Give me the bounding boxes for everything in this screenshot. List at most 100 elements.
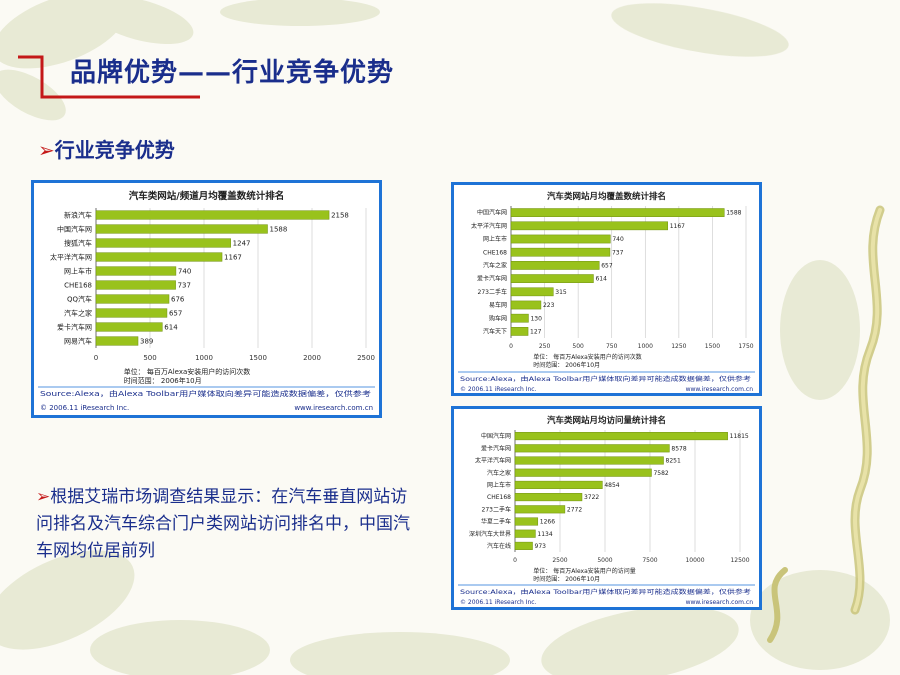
category-label: 深圳汽车大世界 [469,530,511,538]
category-label: 网上车市 [487,481,511,489]
data-label: 657 [601,263,613,270]
category-label: 汽车在线 [487,542,511,550]
bar [95,322,163,332]
bar [510,287,554,297]
category-label: 华夏二手车 [481,518,511,526]
data-label: 11815 [730,433,749,440]
x-tick-label: 0 [513,557,517,564]
conclusion-text: ➢根据艾瑞市场调查结果显示：在汽车垂直网站访问排名及汽车综合门户类网站访问排名中… [36,484,416,565]
data-label: 614 [164,323,178,331]
bullet-arrow-icon: ➢ [36,487,51,507]
category-label: 中国汽车网 [481,432,511,440]
bar [514,493,583,502]
bullet-arrow-icon: ➢ [38,138,55,162]
bar [510,221,668,231]
category-label: 太平洋汽车网 [471,222,507,230]
bar [510,208,725,217]
data-label: 223 [543,302,555,309]
bar [510,327,529,336]
category-label: QQ汽车 [67,294,92,303]
x-tick-label: 500 [572,343,584,350]
category-label: 易车网 [489,301,507,309]
bar [514,456,664,465]
bar [510,247,611,257]
website: www.iresearch.com.cn [686,386,754,393]
category-label: 网上车市 [64,266,92,275]
data-label: 130 [530,315,542,322]
data-label: 127 [530,329,542,336]
bar [514,505,566,514]
category-label: 网易汽车 [64,336,92,345]
bar [95,336,139,346]
data-label: 2772 [567,506,582,513]
chart-panel-visits-sites: 汽车类网站月均访问量统计排名 0 2500 5000 7500 10000 12500 中国汽… [451,406,762,610]
x-tick-label: 5000 [597,557,612,564]
chart-title: 汽车类网站/频道月均覆盖数统计排名 [129,190,284,202]
category-label: 中国汽车网 [477,209,507,217]
chart-svg: 汽车类网站月均访问量统计排名 0 2500 5000 7500 10000 12500 中国汽… [458,415,755,606]
data-label: 1167 [670,223,685,230]
data-label: 740 [612,236,624,243]
category-label: CHE168 [483,249,507,256]
source-note: Source:Alexa，由Alexa Toolbar用户媒体取向差异可能造成数… [460,375,751,383]
bar [95,308,168,318]
data-label: 4854 [604,482,619,489]
data-label: 740 [178,267,191,275]
data-label: 1588 [270,225,288,233]
data-label: 614 [595,276,607,283]
source-note: Source:Alexa，由Alexa Toolbar用户媒体取向差异可能造成数… [460,588,751,596]
data-label: 737 [178,281,191,289]
category-label: 爱卡汽车网 [481,444,511,452]
chart-svg: 汽车类网站/频道月均覆盖数统计排名 0 500 1000 1500 2000 2500 新浪汽… [38,190,375,412]
data-label: 8578 [671,445,686,452]
section-subheading: ➢行业竞争优势 [38,134,175,163]
bar [514,432,728,441]
x-tick-label: 2500 [552,557,567,564]
category-label: 新浪汽车 [64,210,92,219]
unit-note: 单位： 每百万Alexa安装用户的访问量 [533,567,636,575]
bar [510,300,542,310]
category-label: 汽车之家 [487,469,511,477]
bar [95,210,330,220]
bar [510,274,594,283]
bar [510,234,611,244]
chart-title: 汽车类网站月均访问量统计排名 [547,415,666,426]
time-note: 时间范围： 2006年10月 [533,575,600,583]
chart-title: 汽车类网站月均覆盖数统计排名 [547,191,666,202]
x-tick-label: 1500 [249,354,267,362]
bar [95,238,231,248]
bar [510,313,529,323]
category-label: 汽车天下 [483,328,507,336]
data-label: 1588 [726,210,741,217]
x-tick-label: 1000 [638,343,653,350]
data-label: 1134 [537,531,552,538]
x-tick-label: 7500 [642,557,657,564]
category-label: 273二手车 [478,288,507,296]
x-tick-label: 0 [509,343,513,350]
bar [514,480,603,489]
x-tick-label: 1000 [195,354,213,362]
x-tick-label: 500 [143,354,156,362]
x-tick-label: 1250 [671,343,686,350]
bar [514,529,536,538]
slide-title: 品牌优势——行业竞争优势 [70,58,395,88]
category-label: 搜狐汽车 [64,238,92,247]
category-label: 太平洋汽车网 [50,252,92,261]
data-label: 2158 [331,211,349,219]
category-label: 网上车市 [483,235,507,243]
unit-note: 单位： 每百万Alexa安装用户的访问次数 [533,353,642,361]
x-tick-label: 750 [606,343,618,350]
copyright: © 2006.11 iResearch Inc. [40,404,129,412]
bar [95,266,177,276]
copyright: © 2006.11 iResearch Inc. [460,386,537,393]
chart-panel-coverage-all: 汽车类网站/频道月均覆盖数统计排名 0 500 1000 1500 2000 2500 新浪汽… [31,180,382,418]
category-label: CHE168 [487,494,511,501]
data-label: 657 [169,309,182,317]
data-label: 1167 [224,253,242,261]
category-label: 汽车之家 [64,308,92,317]
subheading-text: 行业竞争优势 [54,138,175,162]
unit-note: 单位： 每百万Alexa安装用户的访问次数 [124,367,251,376]
category-label: 中国汽车网 [57,224,92,233]
data-label: 315 [555,289,567,296]
